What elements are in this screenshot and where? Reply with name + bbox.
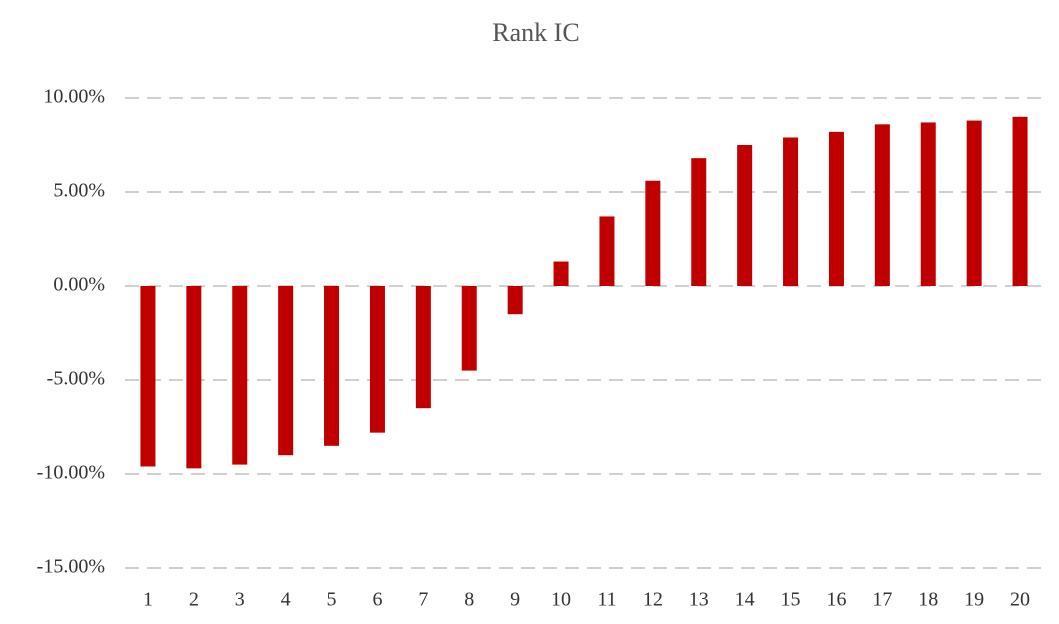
bar xyxy=(966,120,982,286)
x-tick-label: 18 xyxy=(918,589,938,611)
bar xyxy=(645,180,661,286)
bar xyxy=(783,137,799,286)
bar xyxy=(553,261,569,286)
x-tick-label: 3 xyxy=(235,589,245,611)
bar xyxy=(507,286,523,315)
bar xyxy=(599,216,615,286)
x-tick-label: 13 xyxy=(689,589,709,611)
x-tick-label: 4 xyxy=(281,589,291,611)
chart-title: Rank IC xyxy=(492,18,579,47)
x-tick-label: 5 xyxy=(327,589,337,611)
bar xyxy=(369,286,385,433)
y-tick-label: 5.00% xyxy=(53,180,105,202)
x-tick-label: 10 xyxy=(551,589,571,611)
bar xyxy=(324,286,340,446)
x-tick-label: 7 xyxy=(418,589,428,611)
x-tick-label: 1 xyxy=(143,589,153,611)
bar xyxy=(186,286,202,469)
x-tick-label: 17 xyxy=(872,589,892,611)
x-tick-label: 15 xyxy=(781,589,801,611)
bar xyxy=(140,286,156,467)
x-tick-label: 11 xyxy=(597,589,616,611)
bar xyxy=(1012,116,1028,286)
y-tick-label: 0.00% xyxy=(53,274,105,296)
bar xyxy=(278,286,294,456)
x-tick-label: 19 xyxy=(964,589,984,611)
bar xyxy=(232,286,248,465)
x-tick-label: 16 xyxy=(826,589,846,611)
y-tick-label: -5.00% xyxy=(47,368,105,390)
y-tick-label: 10.00% xyxy=(43,86,105,108)
bar xyxy=(737,145,753,286)
bar xyxy=(415,286,431,409)
x-tick-label: 8 xyxy=(464,589,474,611)
bar xyxy=(920,122,936,286)
bar xyxy=(828,131,844,286)
y-tick-label: -10.00% xyxy=(37,462,105,484)
x-tick-label: 20 xyxy=(1010,589,1030,611)
x-tick-label: 9 xyxy=(510,589,520,611)
x-tick-label: 14 xyxy=(735,589,755,611)
x-tick-label: 6 xyxy=(372,589,382,611)
x-tick-label: 12 xyxy=(643,589,663,611)
y-tick-label: -15.00% xyxy=(37,556,105,578)
bar xyxy=(691,158,707,286)
x-tick-label: 2 xyxy=(189,589,199,611)
bar xyxy=(874,124,890,286)
bar xyxy=(461,286,477,371)
